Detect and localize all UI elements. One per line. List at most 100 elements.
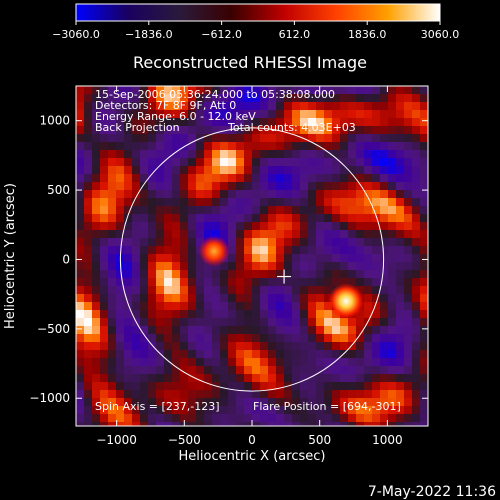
heatmap-cell (164, 166, 172, 174)
heatmap-cell (356, 102, 364, 110)
heatmap-cell (212, 414, 220, 422)
heatmap-cell (164, 182, 172, 190)
heatmap-cell (388, 278, 396, 286)
heatmap-cell (196, 126, 204, 134)
heatmap-cell (308, 110, 316, 118)
heatmap-cell (132, 350, 140, 358)
heatmap-cell (148, 246, 156, 254)
heatmap-cell (188, 182, 196, 190)
heatmap-cell (180, 398, 188, 406)
heatmap-cell (404, 214, 412, 222)
heatmap-cell (204, 190, 212, 198)
heatmap-cell (340, 102, 348, 110)
bright-source (198, 235, 230, 267)
heatmap-cell (276, 246, 284, 254)
heatmap-cell (348, 358, 356, 366)
heatmap-cell (284, 262, 292, 270)
heatmap-cell (148, 342, 156, 350)
heatmap-cell (100, 262, 108, 270)
heatmap-cell (76, 422, 84, 426)
heatmap-cell (276, 294, 284, 302)
heatmap-cell (308, 214, 316, 222)
heatmap-cell (188, 350, 196, 358)
heatmap-cell (380, 286, 388, 294)
heatmap-cell (108, 286, 116, 294)
heatmap-cell (380, 294, 388, 302)
heatmap-cell (388, 166, 396, 174)
heatmap-cell (268, 286, 276, 294)
heatmap-cell (316, 398, 324, 406)
heatmap-cell (212, 286, 220, 294)
heatmap-cell (196, 422, 204, 426)
heatmap-cell (116, 398, 124, 406)
heatmap-cell (156, 222, 164, 230)
heatmap-cell (204, 334, 212, 342)
heatmap-cell (204, 358, 212, 366)
heatmap-cell (204, 158, 212, 166)
heatmap-cell (356, 326, 364, 334)
heatmap-cell (324, 310, 332, 318)
heatmap-cell (212, 182, 220, 190)
heatmap-cell (244, 262, 252, 270)
heatmap-cell (332, 110, 340, 118)
heatmap-cell (116, 294, 124, 302)
heatmap-cell (236, 278, 244, 286)
heatmap-cell (148, 358, 156, 366)
heatmap-cell (340, 390, 348, 398)
heatmap-cell (396, 166, 404, 174)
heatmap-cell (76, 310, 84, 318)
heatmap-cell (276, 206, 284, 214)
heatmap-cell (236, 198, 244, 206)
heatmap-cell (300, 318, 308, 326)
heatmap-cell (84, 374, 92, 382)
heatmap-cell (380, 238, 388, 246)
y-tick-label: 0 (62, 252, 70, 266)
heatmap-cell (180, 198, 188, 206)
heatmap-cell (412, 174, 420, 182)
heatmap-cell (180, 182, 188, 190)
heatmap-cell (228, 158, 236, 166)
heatmap-cell (420, 142, 428, 150)
heatmap-cell (116, 414, 124, 422)
heatmap-cell (204, 126, 212, 134)
heatmap-cell (356, 190, 364, 198)
heatmap-cell (316, 158, 324, 166)
heatmap-cell (124, 214, 132, 222)
heatmap-cell (348, 334, 356, 342)
heatmap-cell (84, 166, 92, 174)
heatmap-cell (108, 318, 116, 326)
heatmap-cell (252, 310, 260, 318)
heatmap-cell (260, 254, 268, 262)
heatmap-cell (284, 118, 292, 126)
heatmap-cell (252, 158, 260, 166)
heatmap-cell (276, 406, 284, 414)
heatmap-cell (292, 134, 300, 142)
heatmap-cell (140, 366, 148, 374)
heatmap-cell (292, 246, 300, 254)
heatmap-cell (204, 390, 212, 398)
heatmap-cell (420, 222, 428, 230)
heatmap-cell (188, 326, 196, 334)
heatmap-cell (348, 142, 356, 150)
heatmap-cell (372, 182, 380, 190)
heatmap-cell (380, 390, 388, 398)
heatmap-cell (244, 270, 252, 278)
heatmap-cell (420, 302, 428, 310)
heatmap-cell (132, 230, 140, 238)
heatmap-cell (292, 334, 300, 342)
heatmap-cell (196, 214, 204, 222)
heatmap-cell (228, 374, 236, 382)
heatmap-cell (372, 310, 380, 318)
heatmap-cell (324, 422, 332, 426)
heatmap-cell (300, 110, 308, 118)
heatmap-cell (412, 262, 420, 270)
heatmap-cell (180, 414, 188, 422)
heatmap-cell (124, 398, 132, 406)
heatmap-cell (292, 350, 300, 358)
heatmap-cell (84, 342, 92, 350)
heatmap-cell (340, 94, 348, 102)
heatmap-cell (236, 350, 244, 358)
heatmap-cell (340, 246, 348, 254)
heatmap-cell (196, 366, 204, 374)
heatmap-cell (220, 270, 228, 278)
